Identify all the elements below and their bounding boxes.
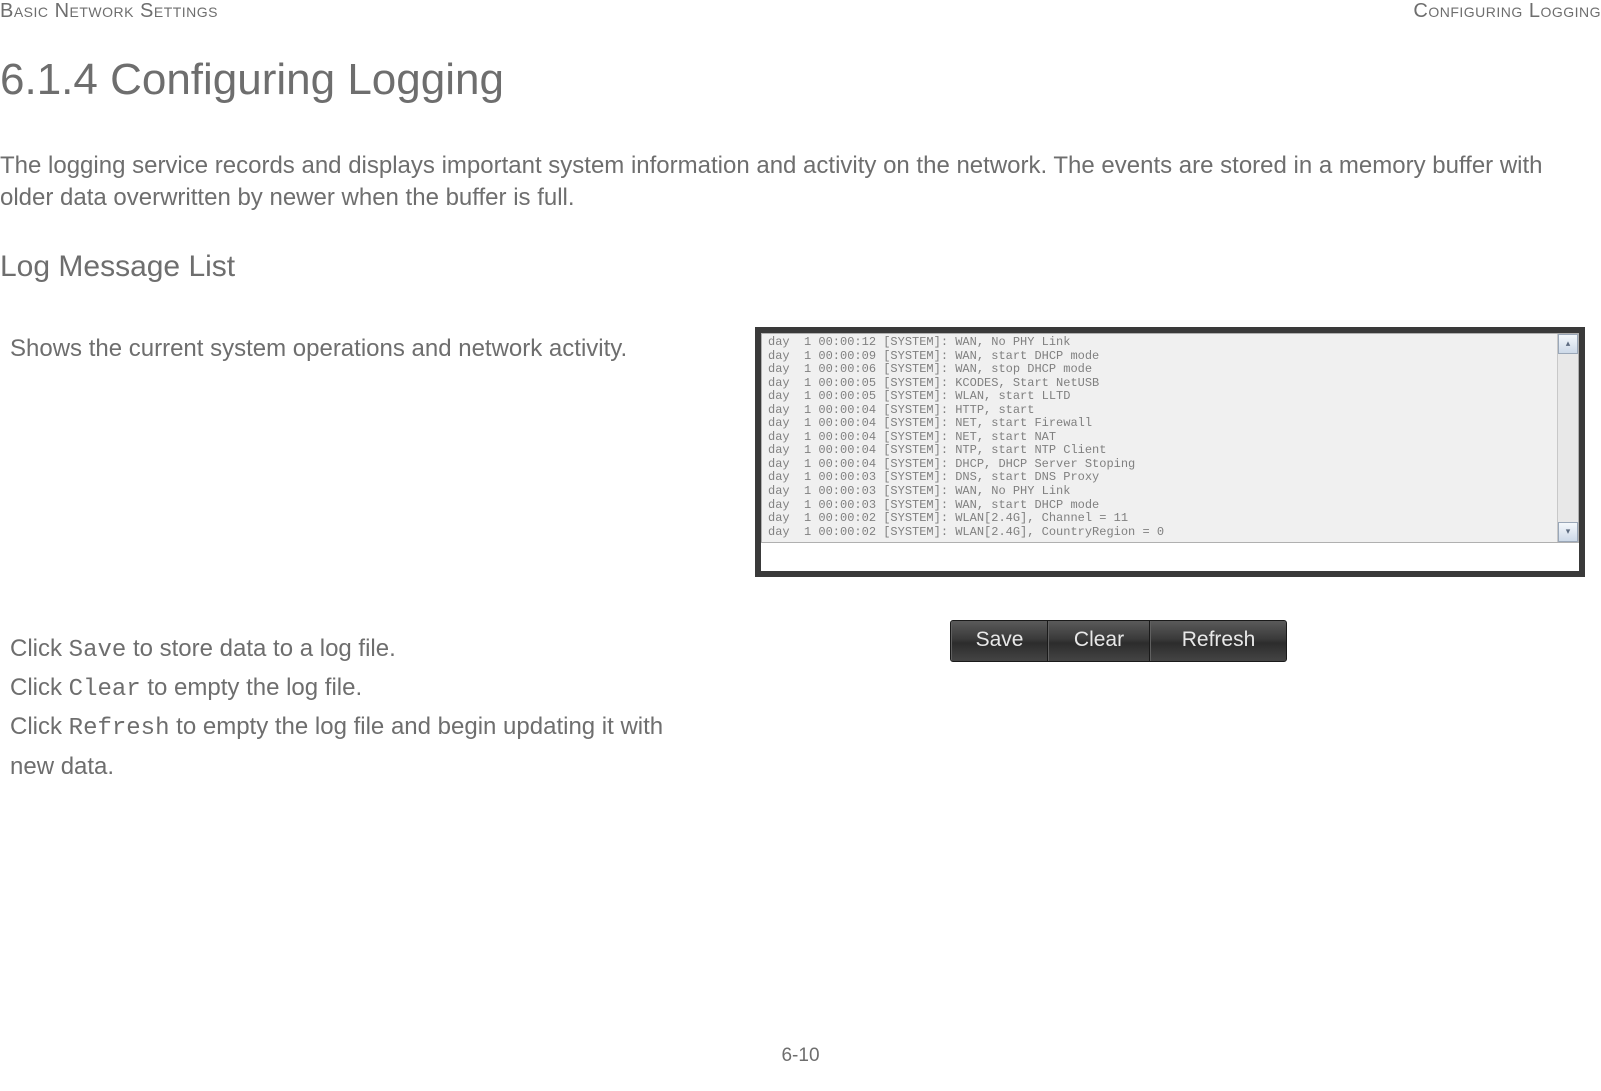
section-title: 6.1.4 Configuring Logging <box>0 55 504 105</box>
instruction-refresh: Click Refresh to empty the log file and … <box>10 708 710 784</box>
page: Basic Network Settings Configuring Loggi… <box>0 0 1601 1091</box>
save-button[interactable]: Save <box>951 621 1048 661</box>
instructions: Click Save to store data to a log file. … <box>10 630 710 785</box>
subheading: Log Message List <box>0 250 235 284</box>
log-panel-frame: day 1 00:00:12 [SYSTEM]: WAN, No PHY Lin… <box>755 327 1585 577</box>
clear-button[interactable]: Clear <box>1048 621 1150 661</box>
log-text: day 1 00:00:12 [SYSTEM]: WAN, No PHY Lin… <box>762 334 1558 542</box>
instruction-save: Click Save to store data to a log file. <box>10 630 710 669</box>
log-description: Shows the current system operations and … <box>10 335 627 363</box>
scroll-up-icon[interactable]: ▴ <box>1558 334 1578 354</box>
scroll-down-icon[interactable]: ▾ <box>1558 522 1578 542</box>
button-bar: Save Clear Refresh <box>950 620 1287 662</box>
log-scrollbar[interactable]: ▴ ▾ <box>1557 334 1578 542</box>
page-number: 6-10 <box>0 1045 1601 1067</box>
clear-keyword: Clear <box>69 676 141 703</box>
intro-paragraph: The logging service records and displays… <box>0 150 1601 215</box>
instruction-clear: Click Clear to empty the log file. <box>10 669 710 708</box>
save-keyword: Save <box>69 637 127 664</box>
refresh-keyword: Refresh <box>69 715 170 742</box>
log-panel-footer <box>761 543 1579 571</box>
running-header-right: Configuring Logging <box>1413 0 1601 23</box>
running-header-left: Basic Network Settings <box>0 0 218 23</box>
log-panel: day 1 00:00:12 [SYSTEM]: WAN, No PHY Lin… <box>761 333 1579 543</box>
refresh-button[interactable]: Refresh <box>1150 621 1286 661</box>
